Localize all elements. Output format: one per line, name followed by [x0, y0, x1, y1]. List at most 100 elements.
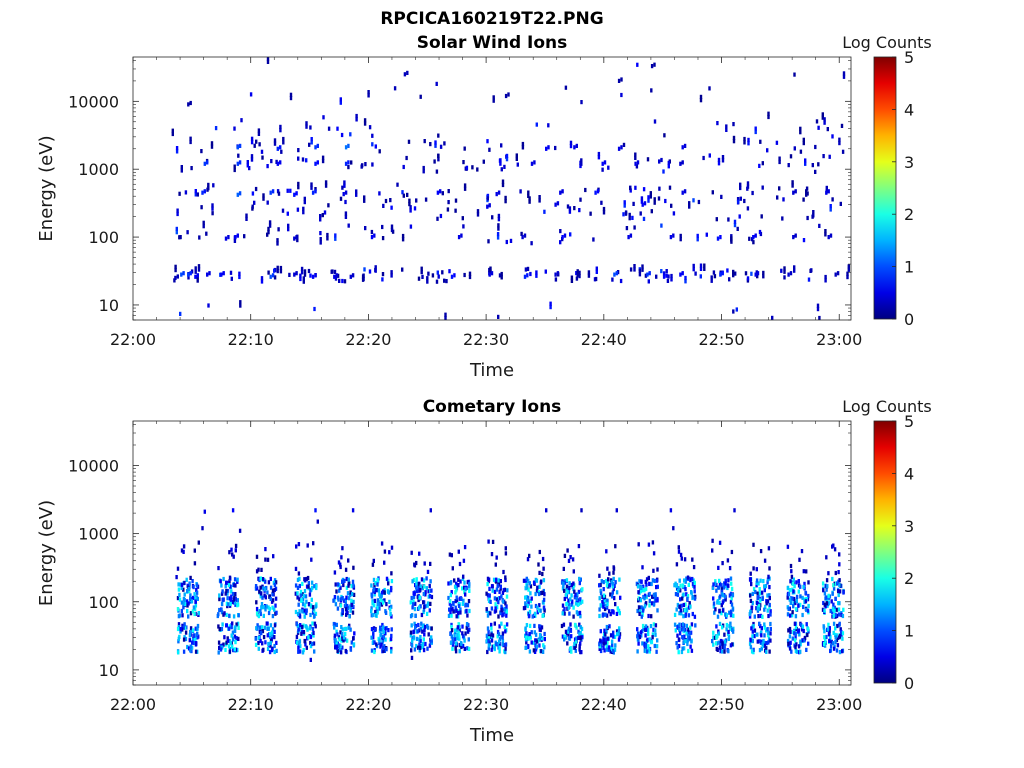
data-cell: [303, 196, 306, 201]
data-cell: [289, 92, 293, 97]
colorbar-tick-label: 1: [904, 258, 914, 277]
data-cell: [403, 72, 407, 77]
data-cell: [579, 625, 582, 630]
data-cell: [829, 233, 833, 238]
data-cell: [746, 186, 749, 191]
data-cell: [279, 269, 283, 274]
data-cell: [267, 230, 270, 235]
data-cell: [387, 581, 390, 586]
data-cell: [679, 597, 682, 602]
data-cell: [829, 204, 832, 209]
data-cell: [343, 598, 346, 603]
data-cell: [757, 604, 761, 609]
data-cell: [556, 201, 560, 206]
data-cell: [597, 151, 601, 157]
data-cell: [447, 189, 450, 194]
data-cell: [692, 263, 695, 268]
data-cell: [838, 621, 841, 626]
data-cell: [640, 196, 644, 201]
data-cell: [347, 160, 350, 165]
data-cell: [451, 642, 455, 647]
data-cell: [180, 582, 184, 587]
data-cell: [687, 648, 690, 654]
data-cell: [222, 597, 225, 602]
data-cell: [458, 625, 461, 630]
data-cell: [337, 560, 341, 565]
data-cell: [715, 646, 718, 651]
data-cell: [831, 606, 835, 611]
data-cell: [175, 226, 178, 231]
x-tick-label: 23:00: [816, 695, 862, 714]
data-cell: [447, 595, 450, 601]
data-cell: [458, 649, 461, 654]
data-cell: [265, 585, 268, 591]
data-cell: [175, 146, 179, 151]
data-cell: [799, 639, 802, 644]
data-cell: [282, 140, 285, 145]
data-cell: [230, 633, 233, 638]
data-cell: [236, 145, 239, 150]
data-cell: [306, 627, 309, 632]
data-cell: [268, 223, 272, 228]
data-cell: [372, 632, 375, 637]
data-cell: [450, 625, 453, 630]
data-cell: [577, 601, 581, 606]
data-cell: [684, 639, 687, 644]
data-cell: [797, 579, 800, 584]
data-cell: [463, 646, 466, 651]
data-cell: [174, 268, 177, 273]
data-cell: [654, 628, 657, 633]
data-cell: [503, 606, 506, 611]
data-cell: [651, 540, 655, 545]
data-cell: [429, 601, 432, 606]
data-cell: [296, 238, 299, 243]
data-cell: [702, 155, 705, 161]
data-cell: [825, 185, 828, 190]
data-cell: [218, 597, 221, 602]
data-cell: [679, 552, 683, 557]
data-cell: [680, 611, 683, 616]
data-cell: [191, 579, 194, 584]
data-cell: [767, 630, 770, 635]
data-cell: [390, 585, 393, 591]
data-cell: [699, 266, 703, 271]
data-cell: [687, 613, 691, 618]
data-cell: [303, 639, 306, 644]
data-cell: [271, 627, 275, 632]
data-cell: [828, 626, 831, 631]
data-cell: [799, 594, 802, 599]
data-cell: [422, 578, 426, 583]
data-cell: [293, 236, 296, 241]
data-cell: [227, 644, 231, 649]
data-cell: [380, 635, 384, 640]
data-cell: [275, 648, 278, 653]
data-cell: [498, 641, 501, 647]
data-cell: [184, 190, 188, 195]
data-cell: [179, 311, 182, 316]
data-cell: [429, 508, 432, 513]
data-cell: [180, 168, 183, 173]
data-cell: [765, 641, 768, 646]
data-cell: [390, 627, 393, 632]
data-cell: [463, 590, 466, 595]
data-cell: [189, 271, 192, 276]
data-cell: [211, 211, 214, 216]
data-cell: [466, 613, 469, 618]
data-cell: [295, 271, 298, 276]
data-cell: [271, 189, 275, 194]
data-cell: [731, 607, 735, 612]
data-cell: [393, 86, 397, 91]
data-cell: [750, 605, 753, 610]
data-cell: [678, 627, 681, 632]
data-cell: [305, 584, 309, 589]
data-cell: [754, 129, 757, 135]
data-cell: [600, 579, 603, 584]
data-cell: [421, 629, 424, 634]
data-cell: [802, 238, 806, 243]
data-cell: [383, 598, 386, 603]
data-cell: [755, 583, 758, 588]
data-cell: [611, 581, 614, 586]
data-cell: [501, 642, 504, 647]
data-cell: [488, 586, 491, 591]
data-cell: [310, 580, 314, 585]
